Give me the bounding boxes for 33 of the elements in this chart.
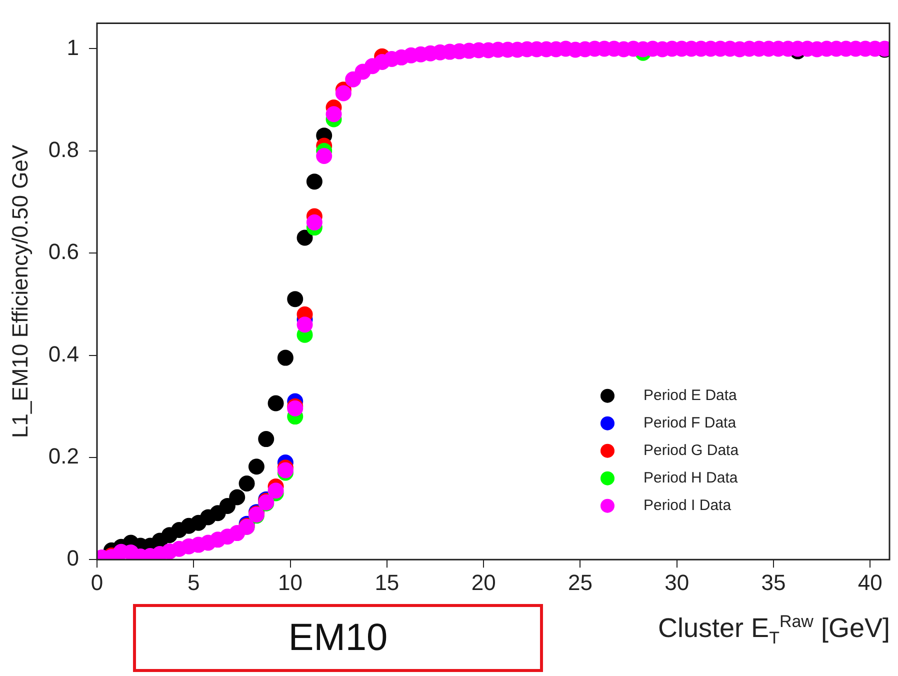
point <box>248 458 264 475</box>
y-tick-label: 0 <box>66 546 79 571</box>
legend-label: Period F Data <box>644 414 737 432</box>
x-tick-label: 5 <box>188 570 200 595</box>
x-tick-label: 20 <box>471 570 496 595</box>
point <box>229 489 246 506</box>
point <box>296 230 313 246</box>
point <box>258 431 274 448</box>
point <box>287 291 304 308</box>
point <box>306 174 322 190</box>
x-tick-label: 35 <box>761 570 786 595</box>
x-tick-label: 0 <box>90 570 104 595</box>
x-tick-label: 40 <box>858 570 882 595</box>
point <box>277 350 294 366</box>
x-tick-label: 25 <box>568 570 592 595</box>
y-tick-label: 0.4 <box>48 341 79 366</box>
label-frame: EM10 <box>133 604 543 672</box>
y-tick-label: 0.2 <box>48 443 79 468</box>
legend-label: Period G Data <box>644 442 740 459</box>
y-axis-title: L1_EM10 Efficiency/0.50 GeV <box>7 144 32 438</box>
y-tick-label: 0.6 <box>48 239 79 264</box>
x-tick-label: 15 <box>374 570 400 595</box>
y-tick-label: 1 <box>66 34 79 60</box>
legend-label: Period E Data <box>644 386 738 404</box>
x-tick-label: 10 <box>278 570 303 595</box>
legend-label: Period I Data <box>644 496 732 514</box>
point <box>219 498 236 514</box>
y-tick-label: 0.8 <box>48 136 79 162</box>
x-tick-label: 30 <box>664 570 690 595</box>
point <box>238 475 255 492</box>
x-axis-title: Cluster E$_{T}$$^{Raw}$ [GeV] <box>658 612 890 648</box>
point <box>268 395 284 412</box>
legend-label: Period H Data <box>644 469 738 486</box>
